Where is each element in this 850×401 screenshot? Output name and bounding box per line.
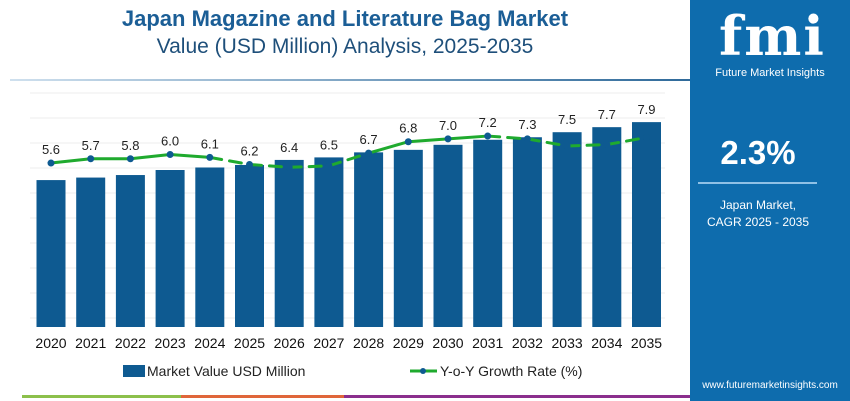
growth-point-2025 — [246, 160, 253, 168]
growth-point-2032 — [523, 135, 531, 143]
bar-2033 — [552, 132, 582, 327]
growth-point-2024 — [206, 153, 214, 161]
cagr-value: 2.3% — [720, 134, 796, 171]
cagr-caption-line1: Japan Market, — [719, 198, 797, 212]
x-tick-2033: 2033 — [552, 335, 583, 351]
legend-label-bar: Market Value USD Million — [147, 363, 305, 379]
growth-segment — [168, 153, 212, 159]
bar-2026 — [274, 159, 304, 327]
bar-label-2022: 5.8 — [121, 138, 139, 153]
bar-2021 — [76, 177, 106, 327]
x-tick-2025: 2025 — [234, 335, 265, 351]
growth-point-2028 — [365, 149, 373, 157]
bar-label-2028: 6.7 — [360, 132, 378, 147]
growth-segment — [248, 162, 291, 169]
x-tick-2028: 2028 — [353, 335, 384, 351]
footer-stripe-purple — [344, 395, 690, 398]
growth-point-2033 — [563, 142, 571, 150]
growth-segment — [128, 153, 172, 161]
chart: 5.6 5.7 5.8 6.0 6.1 6.2 6.4 6.5 6.7 6.8 7.0 7.2 7.3 7… — [30, 92, 665, 379]
growth-point-2034 — [603, 141, 611, 149]
website-link[interactable]: www.futuremarketinsights.com — [702, 380, 838, 391]
bar-label-2033: 7.5 — [558, 112, 576, 127]
info-panel: fmi Future Market Insights 2.3% Japan Ma… — [690, 0, 850, 401]
x-tick-2032: 2032 — [512, 335, 543, 351]
footer-stripe-green — [22, 395, 181, 398]
x-tick-2031: 2031 — [472, 335, 503, 351]
growth-segment — [565, 143, 609, 148]
growth-segment — [525, 137, 569, 148]
x-tick-2030: 2030 — [432, 335, 463, 351]
bar-label-2023: 6.0 — [161, 134, 179, 149]
cagr-caption: Japan Market, CAGR 2025 - 2035 — [690, 197, 826, 231]
growth-point-2030 — [444, 135, 452, 143]
growth-segment — [486, 134, 529, 141]
bar-2023 — [155, 170, 185, 327]
bar-2022 — [115, 175, 145, 327]
growth-point-2029 — [404, 138, 412, 146]
growth-point-2023 — [166, 151, 174, 159]
x-tick-2023: 2023 — [155, 335, 186, 351]
growth-segment — [287, 164, 331, 169]
brand-name: Future Market Insights — [715, 67, 825, 79]
x-tick-2021: 2021 — [75, 335, 106, 351]
legend-dot — [420, 368, 426, 374]
bar-label-2027: 6.5 — [320, 137, 338, 152]
growth-segment — [605, 135, 648, 147]
x-tick-2026: 2026 — [274, 335, 305, 351]
bar-label-2024: 6.1 — [201, 136, 219, 151]
fmi-logo: fmi — [719, 4, 826, 68]
bar-2028 — [354, 152, 384, 327]
growth-segment — [406, 137, 450, 144]
bar-2034 — [592, 127, 622, 327]
x-tick-2035: 2035 — [631, 335, 662, 351]
bar-label-2026: 6.4 — [280, 140, 298, 155]
growth-point-2031 — [484, 132, 492, 140]
bar-label-2020: 5.6 — [42, 142, 60, 157]
chart-title: Japan Magazine and Literature Bag Market — [121, 6, 569, 31]
bar-label-2032: 7.3 — [518, 117, 536, 132]
bar-2029 — [393, 149, 423, 327]
bar-label-2030: 7.0 — [439, 118, 457, 133]
x-tick-2029: 2029 — [393, 335, 424, 351]
x-tick-2024: 2024 — [194, 335, 225, 351]
bar-label-2025: 6.2 — [240, 143, 258, 158]
bar-label-2031: 7.2 — [479, 115, 497, 130]
growth-point-2026 — [285, 163, 293, 171]
growth-segment — [208, 155, 251, 166]
header-divider — [10, 79, 690, 81]
bar-label-2029: 6.8 — [399, 121, 417, 136]
bar-label-2021: 5.7 — [82, 138, 100, 153]
footer-stripe-orange — [181, 395, 344, 398]
bar-2032 — [512, 137, 542, 327]
cagr-divider — [698, 182, 817, 184]
legend: Market Value USD Million Y-o-Y Growth Ra… — [123, 363, 582, 379]
bar-2030 — [433, 144, 463, 327]
x-tick-2020: 2020 — [35, 335, 66, 351]
bar-2027 — [314, 157, 344, 327]
growth-segment — [446, 134, 490, 141]
growth-point-2035 — [643, 133, 650, 141]
x-tick-2022: 2022 — [115, 335, 146, 351]
legend-swatch-bar — [123, 365, 145, 377]
growth-point-2021 — [87, 155, 95, 163]
bar-2024 — [195, 167, 225, 327]
growth-segment — [49, 157, 93, 165]
cagr-caption-line2: CAGR 2025 - 2035 — [706, 215, 810, 229]
growth-segment — [327, 151, 371, 168]
bar-2035 — [632, 122, 661, 328]
bar-label-2035: 7.9 — [637, 102, 655, 117]
chart-subtitle: Value (USD Million) Analysis, 2025-2035 — [156, 35, 534, 58]
growth-point-2022 — [126, 155, 134, 163]
bar-2025 — [235, 164, 264, 327]
x-tick-2034: 2034 — [591, 335, 622, 351]
bar-2031 — [473, 139, 503, 327]
growth-point-2020 — [47, 159, 55, 167]
growth-point-2027 — [325, 162, 333, 170]
bar-2020 — [36, 180, 66, 327]
bar-label-2034: 7.7 — [598, 107, 616, 122]
x-tick-2027: 2027 — [313, 335, 344, 351]
growth-segment — [367, 140, 410, 155]
legend-label-line: Y-o-Y Growth Rate (%) — [440, 363, 582, 379]
